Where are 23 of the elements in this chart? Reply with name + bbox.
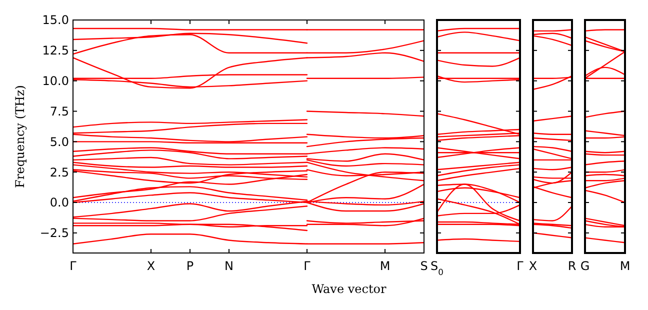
x-tick-label: Γ bbox=[304, 259, 311, 273]
x-axis-title: Wave vector bbox=[312, 282, 387, 296]
x-tick-label: G bbox=[580, 259, 590, 273]
x-tick-label: M bbox=[620, 259, 630, 273]
y-axis-title: Frequency (THz) bbox=[13, 85, 27, 188]
y-tick-label: 12.5 bbox=[42, 44, 69, 58]
y-tick-label: 7.5 bbox=[50, 104, 69, 118]
x-tick-label: R bbox=[568, 259, 576, 273]
x-tick-label: Γ bbox=[70, 259, 77, 273]
x-tick-label: M bbox=[380, 259, 390, 273]
x-tick-label: Γ bbox=[516, 259, 524, 273]
x-tick-label: S$_{0}$ bbox=[430, 259, 444, 277]
x-tick-label: N bbox=[224, 259, 234, 273]
x-tick-label: P bbox=[186, 259, 194, 273]
y-tick-label: 5.0 bbox=[50, 134, 69, 149]
y-tick-label: 15.0 bbox=[42, 13, 69, 28]
y-tick-label: −2.5 bbox=[40, 226, 69, 240]
y-tick-label: 2.5 bbox=[50, 165, 69, 180]
x-tick-label: S bbox=[420, 259, 428, 273]
y-tick-label: 10.0 bbox=[42, 74, 69, 88]
x-tick-label: X bbox=[528, 259, 538, 273]
x-tick-label: X bbox=[146, 259, 156, 273]
y-tick-label: 0.0 bbox=[50, 196, 69, 210]
